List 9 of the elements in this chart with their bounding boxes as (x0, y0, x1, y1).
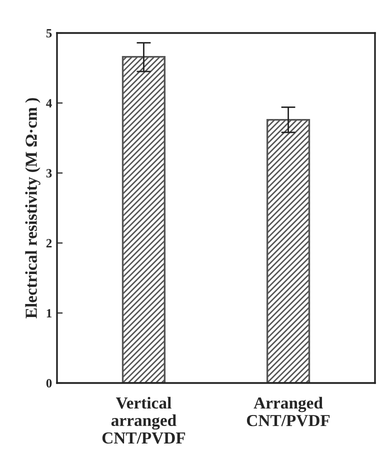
y-tick-label: 5 (46, 29, 52, 38)
x-tick-label: Arranged CNT/PVDF (246, 396, 330, 426)
y-tick-label: 1 (46, 309, 52, 318)
x-tick-label: Vertical arranged CNT/PVDF (102, 396, 186, 444)
y-axis-title: Electrical resistivity (M Ω·cm ) (25, 98, 40, 318)
y-tick-label: 3 (46, 169, 52, 178)
y-tick-label: 4 (46, 99, 52, 108)
y-tick-label: 2 (46, 239, 52, 248)
y-tick-label: 0 (46, 379, 52, 388)
